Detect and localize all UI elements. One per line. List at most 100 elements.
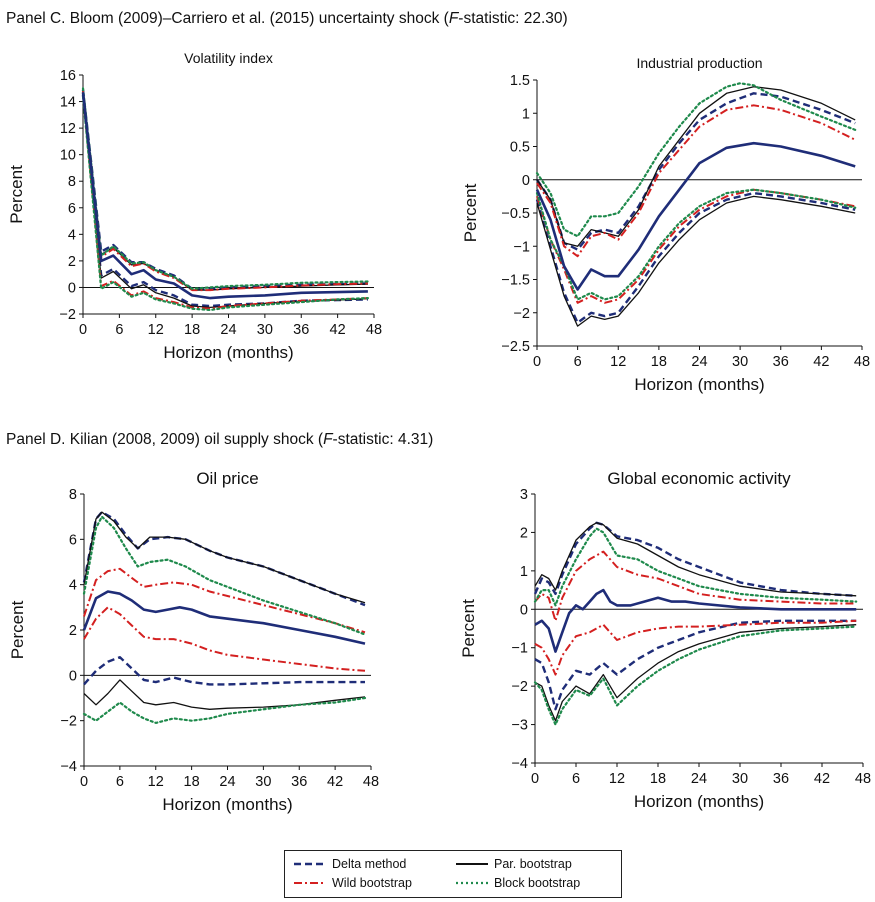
series-block-upper (533, 527, 858, 607)
panel-c-title: Panel C. Bloom (2009)–Carriero et al. (2… (6, 10, 568, 27)
y-tick-label: 1 (522, 106, 530, 122)
series-par-lower (534, 624, 857, 722)
x-axis-label: Horizon (months) (163, 343, 293, 362)
series-wild-upper (82, 90, 368, 292)
x-tick-label: 18 (184, 774, 200, 790)
series-par-lower (83, 679, 366, 710)
series-par-upper (536, 86, 856, 247)
series-par-upper (534, 522, 857, 597)
chart-title: Oil price (196, 469, 258, 488)
x-tick-label: 36 (291, 774, 307, 790)
series-par-lower (536, 195, 856, 327)
y-tick-label: 16 (60, 68, 76, 84)
series-block-lower (81, 95, 369, 312)
legend-item-wild: Wild bootstrap (293, 876, 412, 890)
legend-item-delta: Delta method (293, 857, 406, 871)
y-tick-label: −2 (511, 679, 528, 695)
x-tick-label: 24 (691, 771, 707, 787)
x-tick-label: 48 (363, 774, 379, 790)
series-irf (534, 588, 857, 653)
y-tick-label: 8 (69, 487, 77, 503)
x-axis-label: Horizon (months) (634, 375, 764, 394)
x-tick-label: 36 (773, 354, 789, 370)
x-tick-label: 0 (531, 771, 539, 787)
y-tick-label: −2 (513, 306, 530, 322)
x-tick-label: 6 (574, 354, 582, 370)
y-tick-label: 3 (520, 487, 528, 503)
x-tick-label: 36 (293, 322, 309, 338)
series-delta-lower (83, 656, 365, 686)
legend-item-block: Block bootstrap (455, 876, 580, 890)
series-delta-lower (81, 94, 368, 308)
x-tick-label: 0 (79, 322, 87, 338)
y-tick-label: −4 (60, 759, 77, 775)
x-tick-label: 30 (255, 774, 271, 790)
x-tick-label: 0 (80, 774, 88, 790)
y-tick-label: 0 (69, 668, 77, 684)
y-tick-label: −1 (511, 641, 528, 657)
x-tick-label: 36 (773, 771, 789, 787)
chart-ip: Industrial production −2.5 −2 −1.5 −1 −0.5 0 0.… (461, 55, 870, 394)
series-block-upper (81, 87, 369, 290)
y-tick-label: −2 (60, 714, 77, 730)
series-delta-upper (82, 510, 366, 607)
legend-label-par: Par. bootstrap (494, 857, 572, 871)
y-tick-label: 8 (68, 174, 76, 190)
y-tick-label: 0 (520, 602, 528, 618)
y-tick-label: 10 (60, 148, 76, 164)
y-axis-label: Percent (459, 599, 478, 658)
y-tick-label: −3 (511, 718, 528, 734)
series-block-upper (535, 82, 857, 238)
series-wild-lower (534, 619, 857, 676)
series-irf (82, 590, 366, 645)
y-tick-label: 1.5 (510, 73, 530, 89)
legend-swatch-par (456, 863, 488, 865)
series-wild-upper (83, 567, 366, 634)
legend-swatch-wild (294, 882, 326, 884)
y-axis-label: Percent (461, 183, 480, 242)
y-tick-label: −1 (513, 239, 530, 255)
x-tick-label: 24 (220, 322, 236, 338)
legend-label-delta: Delta method (332, 857, 407, 871)
series-block-upper (82, 515, 367, 636)
x-tick-label: 48 (854, 354, 870, 370)
y-tick-label: −2 (59, 307, 76, 323)
series-delta-lower (534, 619, 857, 711)
x-tick-label: 48 (366, 322, 382, 338)
series-block-lower (535, 188, 857, 301)
legend-swatch-delta (294, 862, 326, 866)
series-wild-lower (536, 188, 856, 304)
y-tick-label: 2 (68, 254, 76, 270)
y-tick-label: 2 (520, 525, 528, 541)
x-tick-label: 30 (257, 322, 273, 338)
y-axis-label: Percent (8, 600, 27, 659)
x-tick-label: 0 (533, 354, 541, 370)
x-tick-label: 30 (732, 771, 748, 787)
x-tick-label: 42 (814, 771, 830, 787)
y-tick-label: 4 (69, 578, 77, 594)
x-tick-label: 12 (148, 774, 164, 790)
series-wild-lower (83, 606, 366, 672)
x-tick-label: 30 (732, 354, 748, 370)
x-tick-label: 18 (651, 354, 667, 370)
series-delta-upper (533, 521, 857, 597)
y-tick-label: 14 (60, 95, 76, 111)
series-irf (81, 92, 368, 300)
y-tick-label: −1.5 (501, 273, 530, 289)
y-tick-label: 1 (520, 564, 528, 580)
x-tick-label: 42 (330, 322, 346, 338)
y-tick-label: −2.5 (501, 339, 530, 355)
x-tick-label: 6 (115, 322, 123, 338)
y-tick-label: −0.5 (501, 206, 530, 222)
y-tick-label: 6 (68, 201, 76, 217)
legend-item-par: Par. bootstrap (455, 857, 572, 871)
x-axis-label: Horizon (months) (634, 792, 764, 811)
x-tick-label: 42 (327, 774, 343, 790)
x-axis-label: Horizon (months) (162, 795, 292, 814)
y-axis-label: Percent (7, 165, 26, 224)
x-tick-label: 24 (691, 354, 707, 370)
x-tick-label: 18 (650, 771, 666, 787)
series-par-upper (83, 511, 366, 604)
